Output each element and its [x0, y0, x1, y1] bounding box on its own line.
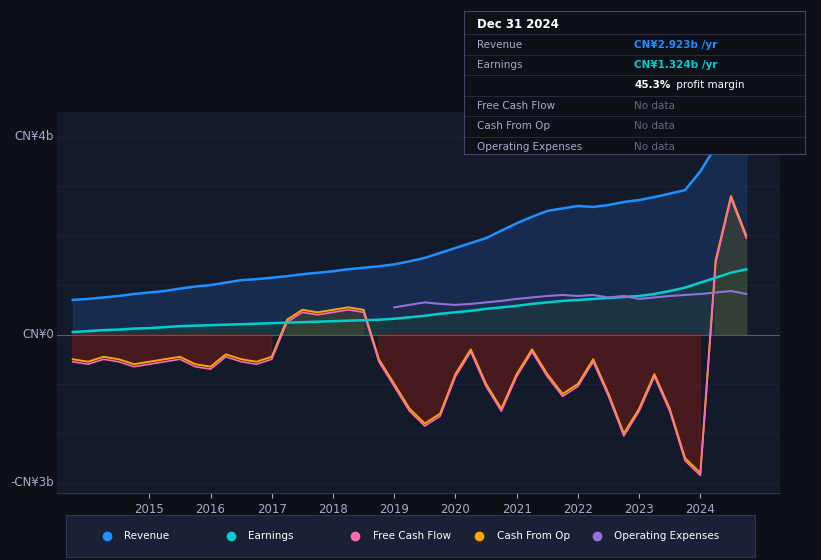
Text: Cash From Op: Cash From Op — [497, 531, 570, 541]
Text: CN¥2.923b /yr: CN¥2.923b /yr — [635, 40, 718, 49]
Text: 45.3%: 45.3% — [635, 81, 671, 91]
Text: No data: No data — [635, 101, 675, 111]
Text: Earnings: Earnings — [478, 60, 523, 70]
Text: Revenue: Revenue — [124, 531, 169, 541]
Text: Operating Expenses: Operating Expenses — [614, 531, 719, 541]
Text: No data: No data — [635, 142, 675, 152]
Text: Free Cash Flow: Free Cash Flow — [478, 101, 556, 111]
Text: Cash From Op: Cash From Op — [478, 122, 551, 132]
Text: No data: No data — [635, 122, 675, 132]
Text: Free Cash Flow: Free Cash Flow — [373, 531, 451, 541]
Text: Revenue: Revenue — [478, 40, 523, 49]
Text: CN¥0: CN¥0 — [22, 328, 54, 341]
Text: CN¥1.324b /yr: CN¥1.324b /yr — [635, 60, 718, 70]
Text: CN¥4b: CN¥4b — [15, 130, 54, 143]
Text: profit margin: profit margin — [673, 81, 745, 91]
Text: Operating Expenses: Operating Expenses — [478, 142, 583, 152]
Text: Dec 31 2024: Dec 31 2024 — [478, 17, 559, 31]
Text: Earnings: Earnings — [249, 531, 294, 541]
Text: -CN¥3b: -CN¥3b — [10, 477, 54, 489]
